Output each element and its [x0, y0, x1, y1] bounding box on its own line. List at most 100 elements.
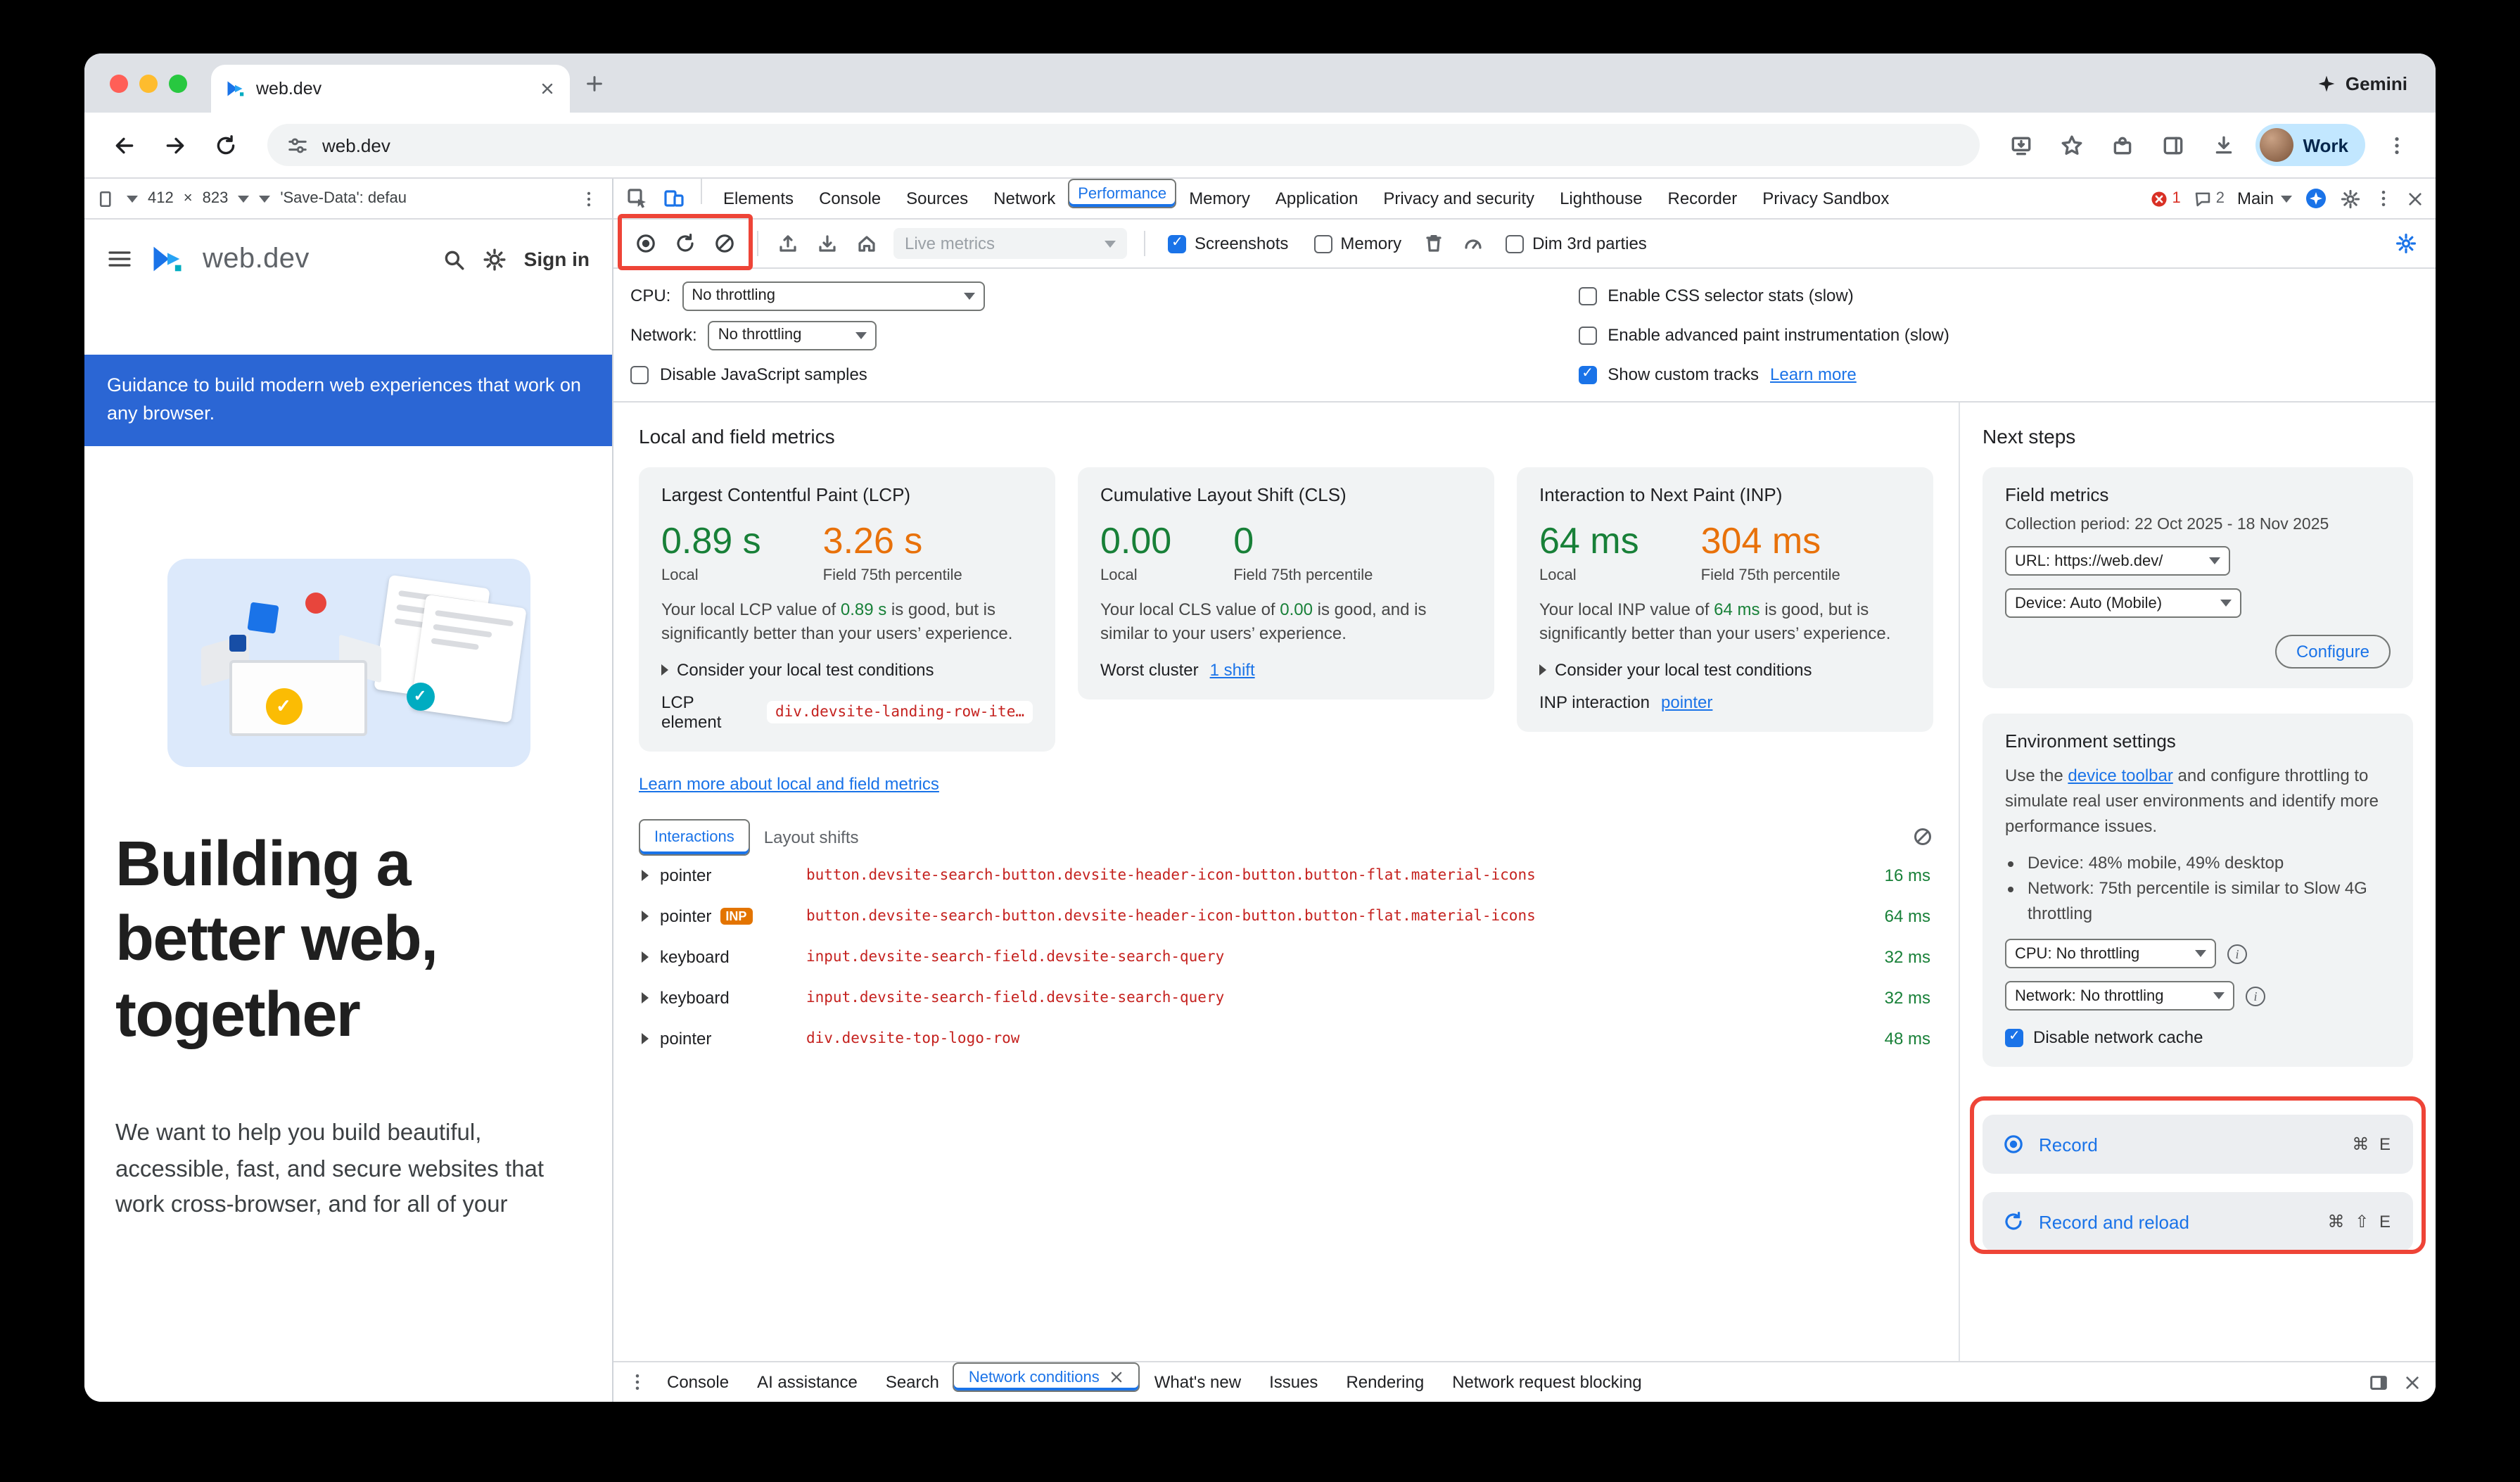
hamburger-menu-icon[interactable] [107, 246, 132, 272]
cpu-throttling-select[interactable]: No throttling [682, 281, 985, 310]
tab-close-icon[interactable] [539, 80, 556, 97]
devtools-menu-kebab-icon[interactable] [2374, 189, 2393, 208]
paint-instrumentation-checkbox[interactable]: Enable advanced paint instrumentation (s… [1578, 319, 2419, 350]
tab-application[interactable]: Application [1275, 189, 1358, 208]
tab-network[interactable]: Network [993, 189, 1056, 208]
checkbox-checked-icon[interactable] [1168, 234, 1186, 253]
issues-count[interactable]: 2 [2194, 189, 2225, 208]
site-brand[interactable]: web.dev [203, 243, 310, 274]
chevron-down-icon[interactable] [238, 195, 250, 202]
search-icon[interactable] [443, 247, 466, 271]
drawer-tab-console[interactable]: Console [667, 1372, 730, 1392]
theme-toggle-sun-icon[interactable] [483, 247, 507, 271]
devtools-close-icon[interactable] [2406, 189, 2424, 208]
checkbox-checked-icon[interactable] [1578, 365, 1597, 384]
log-row[interactable]: pointer button.devsite-search-button.dev… [639, 856, 1933, 897]
disable-js-samples-checkbox[interactable]: Disable JavaScript samples [630, 359, 1578, 390]
record-and-reload-icon[interactable] [667, 225, 704, 262]
back-icon[interactable] [104, 125, 144, 165]
drawer-tab-issues[interactable]: Issues [1269, 1372, 1318, 1392]
new-tab-button[interactable] [584, 72, 605, 94]
css-selector-stats-checkbox[interactable]: Enable CSS selector stats (slow) [1578, 280, 2419, 311]
thread-selector[interactable]: Main [2237, 189, 2292, 208]
side-panel-icon[interactable] [2153, 125, 2193, 165]
forward-icon[interactable] [155, 125, 194, 165]
tab-interactions[interactable]: Interactions [639, 818, 750, 856]
drawer-tab-network-conditions[interactable]: Network conditions [953, 1362, 1140, 1392]
device-toolbar-link[interactable]: device toolbar [2068, 766, 2173, 785]
info-icon[interactable]: i [2227, 944, 2247, 963]
record-button[interactable]: Record ⌘ E [1983, 1115, 2413, 1174]
inp-interaction-link[interactable]: pointer [1661, 692, 1713, 712]
record-icon[interactable] [628, 225, 664, 262]
minimize-window-button[interactable] [139, 74, 158, 92]
address-bar[interactable]: web.dev [267, 124, 1980, 166]
drawer-kebab-icon[interactable] [622, 1362, 653, 1402]
env-cpu-select[interactable]: CPU: No throttling [2005, 939, 2216, 968]
record-and-reload-button[interactable]: Record and reload ⌘ ⇧ E [1983, 1192, 2413, 1251]
install-icon[interactable] [2002, 125, 2041, 165]
checkbox-icon[interactable] [1578, 326, 1597, 344]
profile-button[interactable]: Work [2255, 124, 2365, 166]
dock-side-icon[interactable] [2368, 1372, 2389, 1393]
collect-garbage-icon[interactable] [1415, 225, 1452, 262]
tab-performance[interactable]: Performance [1068, 179, 1177, 208]
log-row[interactable]: keyboard input.devsite-search-field.devs… [639, 978, 1933, 1019]
tab-privacy-security[interactable]: Privacy and security [1383, 189, 1535, 208]
maximize-window-button[interactable] [169, 74, 187, 92]
configure-button[interactable]: Configure [2274, 635, 2391, 669]
inspect-element-icon[interactable] [619, 179, 656, 218]
field-url-select[interactable]: URL: https://web.dev/ [2005, 546, 2230, 576]
save-profile-icon[interactable] [809, 225, 846, 262]
checkbox-icon[interactable] [1506, 234, 1525, 253]
disclosure-triangle-icon[interactable] [642, 911, 649, 923]
downloads-icon[interactable] [2204, 125, 2244, 165]
device-height-field[interactable]: 823 [202, 190, 229, 207]
device-toolbar-kebab-icon[interactable] [580, 189, 598, 208]
tab-sources[interactable]: Sources [906, 189, 969, 208]
tab-console[interactable]: Console [819, 189, 882, 208]
learn-metrics-link[interactable]: Learn more about local and field metrics [639, 773, 939, 794]
disclosure-triangle-icon[interactable] [642, 951, 649, 963]
log-row[interactable]: pointer div.devsite-top-logo-row 48 ms [639, 1019, 1933, 1060]
drawer-tab-rendering[interactable]: Rendering [1346, 1372, 1425, 1392]
gauge-icon[interactable] [1455, 225, 1491, 262]
checkbox-icon[interactable] [1313, 234, 1332, 253]
screenshots-checkbox[interactable]: Screenshots [1168, 234, 1288, 253]
drawer-tab-whats-new[interactable]: What's new [1154, 1372, 1242, 1392]
tab-layout-shifts[interactable]: Layout shifts [763, 827, 859, 847]
capture-settings-gear-icon[interactable] [2388, 225, 2424, 262]
lcp-element-code[interactable]: div.devsite-landing-row-ite… [766, 700, 1033, 723]
close-window-button[interactable] [110, 74, 128, 92]
live-metrics-home-icon[interactable] [848, 225, 885, 262]
checkbox-checked-icon[interactable] [2005, 1028, 2023, 1046]
browser-tab[interactable]: web.dev [211, 65, 570, 113]
drawer-tab-network-request-blocking[interactable]: Network request blocking [1452, 1372, 1642, 1392]
env-network-select[interactable]: Network: No throttling [2005, 981, 2234, 1011]
chevron-down-icon[interactable] [127, 195, 138, 202]
browser-menu-kebab-icon[interactable] [2376, 125, 2416, 165]
tab-lighthouse[interactable]: Lighthouse [1560, 189, 1643, 208]
gemini-button[interactable]: Gemini [2317, 72, 2436, 94]
drawer-tab-ai-assistance[interactable]: AI assistance [757, 1372, 858, 1392]
lcp-test-conditions-disclosure[interactable]: Consider your local test conditions [661, 660, 1033, 680]
learn-more-link[interactable]: Learn more [1770, 365, 1857, 384]
memory-checkbox[interactable]: Memory [1313, 234, 1401, 253]
network-throttling-select[interactable]: No throttling [708, 320, 877, 350]
tab-elements[interactable]: Elements [723, 189, 794, 208]
device-width-field[interactable]: 412 [148, 190, 174, 207]
error-count[interactable]: 1 [2149, 189, 2181, 208]
webdev-logo-icon[interactable] [149, 241, 186, 277]
devtools-settings-gear-icon[interactable] [2340, 188, 2361, 209]
gemini-ai-icon[interactable] [2305, 187, 2327, 210]
tab-recorder[interactable]: Recorder [1667, 189, 1738, 208]
disclosure-triangle-icon[interactable] [642, 870, 649, 882]
tab-privacy-sandbox[interactable]: Privacy Sandbox [1762, 189, 1890, 208]
site-settings-icon[interactable] [287, 134, 308, 156]
save-data-dropdown[interactable]: 'Save-Data': defau [280, 190, 407, 207]
tab-memory[interactable]: Memory [1189, 189, 1250, 208]
load-profile-icon[interactable] [770, 225, 806, 262]
reload-icon[interactable] [205, 125, 245, 165]
device-dimensions-icon[interactable] [98, 189, 117, 208]
sign-in-button[interactable]: Sign in [523, 248, 590, 270]
